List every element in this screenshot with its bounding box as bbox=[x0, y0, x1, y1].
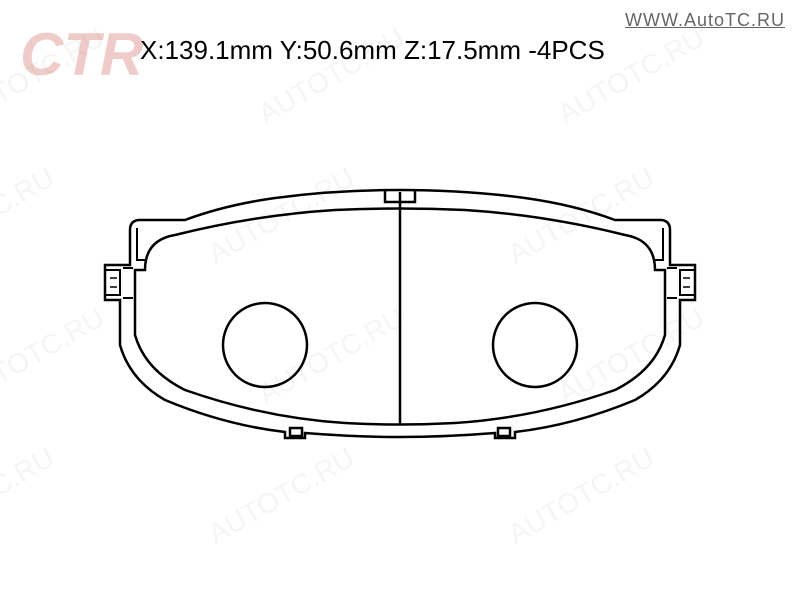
dimensions-label: X:139.1mm Y:50.6mm Z:17.5mm -4PCS bbox=[140, 35, 605, 66]
brake-pad-diagram bbox=[75, 170, 725, 450]
website-url: WWW.AutoTC.RU bbox=[625, 10, 785, 31]
logo-text: CTR bbox=[20, 21, 143, 88]
brand-logo: CTR bbox=[20, 20, 143, 89]
technical-drawing-svg bbox=[75, 170, 725, 450]
